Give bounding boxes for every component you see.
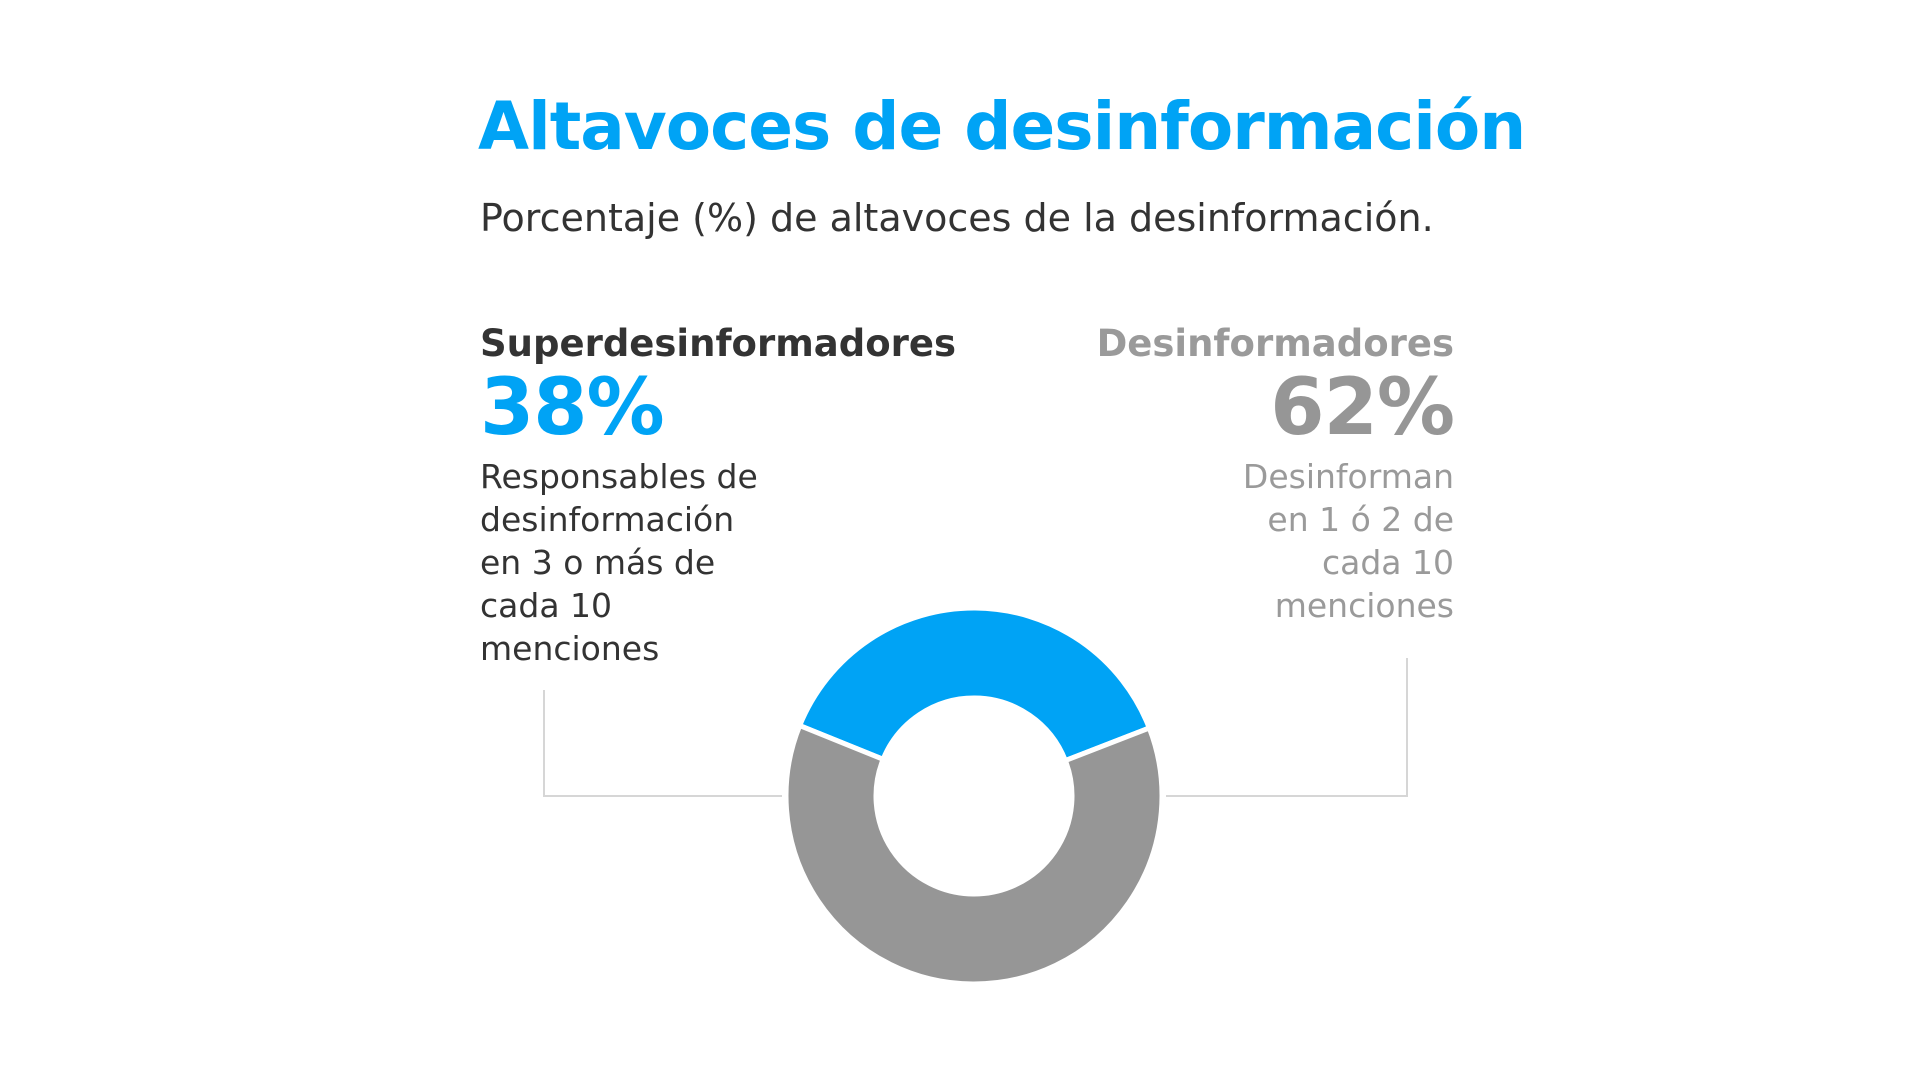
superdesinformadores-leader-line — [543, 690, 782, 797]
desinformadores-leader-line — [1166, 658, 1408, 797]
superdesinformadores-percentage: 38% — [480, 363, 665, 453]
desinformadores-label: Desinformadores — [1096, 322, 1454, 365]
desinformadores-description: Desinforman en 1 ó 2 de cada 10 mencione… — [1242, 457, 1454, 625]
chart-subtitle: Porcentaje (%) de altavoces de la desinf… — [480, 196, 1434, 240]
superdesinformadores-block: Superdesinformadores 38% Responsables de… — [480, 322, 1000, 670]
desinformadores-percentage: 62% — [1270, 363, 1455, 453]
donut-slice-desinformadores — [783, 723, 1165, 987]
superdesinformadores-description: Responsables de desinformación en 3 o má… — [480, 457, 758, 668]
superdesinformadores-label: Superdesinformadores — [480, 322, 956, 365]
chart-title: Altavoces de desinformación — [478, 88, 1526, 165]
desinformadores-block: Desinformadores 62% Desinforman en 1 ó 2… — [934, 322, 1455, 627]
